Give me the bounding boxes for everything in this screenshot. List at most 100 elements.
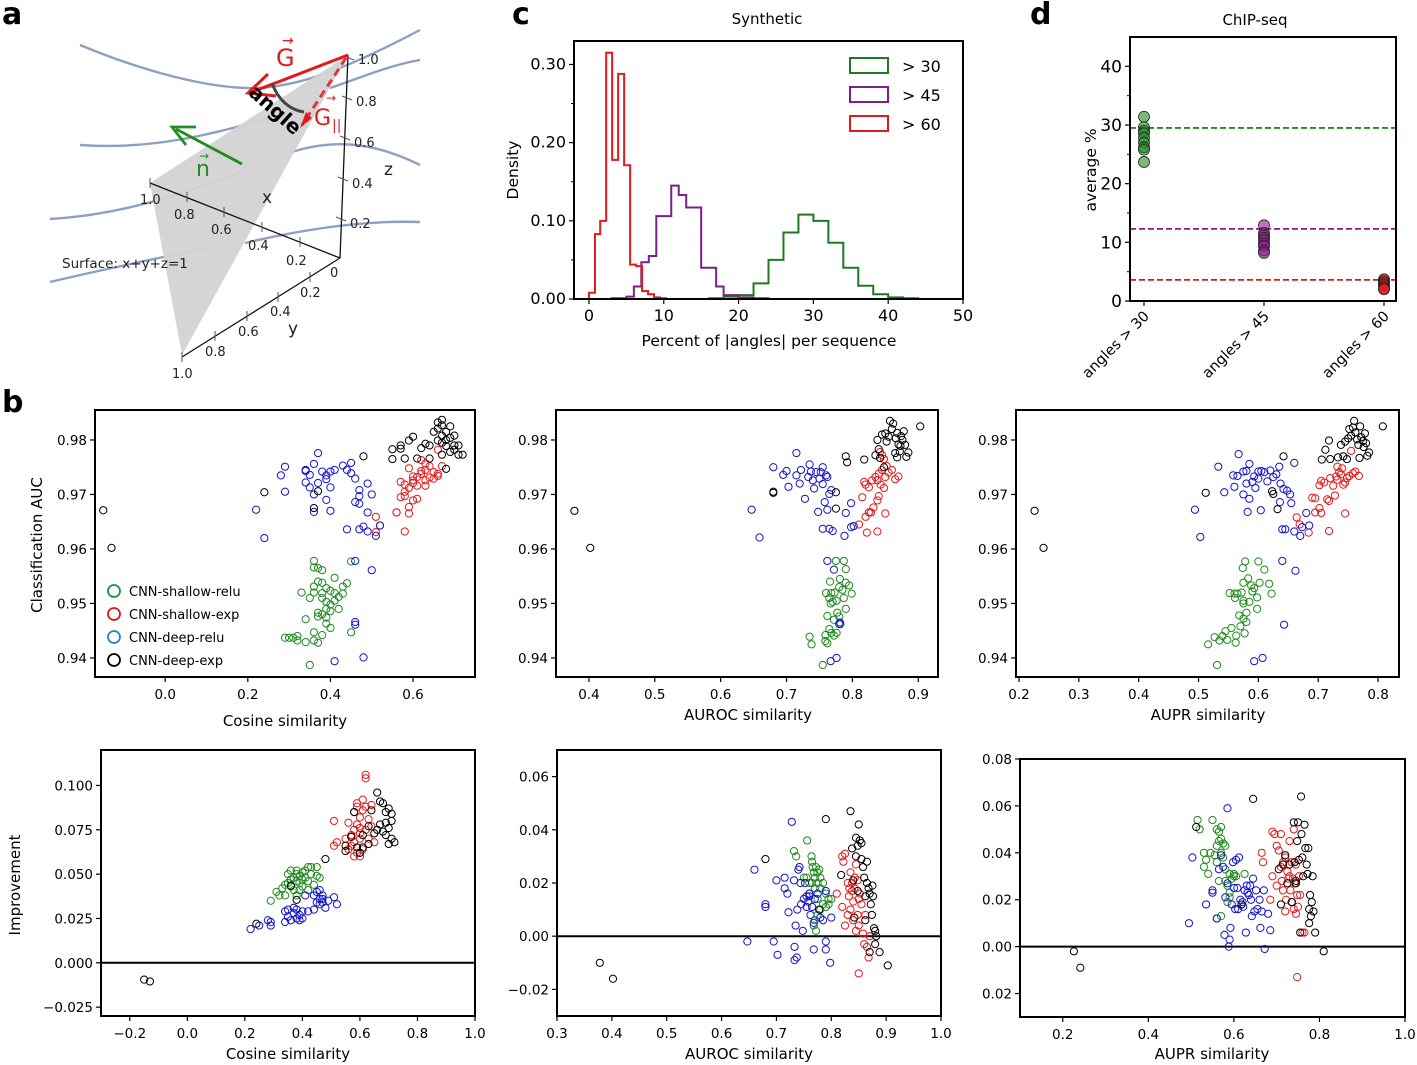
data-point — [1355, 453, 1364, 463]
x-tick-label: 1.0 — [930, 1026, 951, 1042]
legend-label: > 30 — [902, 57, 941, 76]
data-point — [864, 953, 873, 962]
data-point — [826, 958, 835, 967]
data-point — [773, 950, 782, 959]
legend-item: CNN-shallow-relu — [107, 584, 241, 600]
data-point — [874, 445, 883, 454]
data-point — [1268, 872, 1277, 881]
x-axis-label: Cosine similarity — [223, 712, 347, 730]
data-point — [807, 852, 816, 861]
data-point — [318, 566, 327, 575]
data-point — [835, 618, 844, 627]
data-point — [1234, 853, 1244, 862]
data-point — [1290, 458, 1299, 467]
scatter-auroc-improvement: 0.3 0.4 0.5 0.6 0.7 0.8 0.9 1.0 −0.02 0.00 0.02 0.0… — [508, 749, 952, 1063]
data-point — [1275, 462, 1284, 471]
data-point — [902, 452, 911, 461]
data-point — [820, 497, 829, 507]
data-point — [1246, 881, 1255, 890]
data-point — [421, 439, 430, 448]
data-point — [793, 905, 802, 914]
x-tick-label: 0.2 — [286, 254, 307, 269]
data-point — [313, 487, 323, 496]
y-tick-label: 30 — [1100, 116, 1122, 136]
panel-c-label: c — [512, 0, 530, 32]
data-point — [334, 604, 343, 613]
data-point — [792, 852, 801, 861]
data-point — [371, 527, 380, 537]
data-point — [831, 488, 841, 497]
data-point — [1311, 494, 1320, 503]
histogram-series-30 — [707, 213, 920, 300]
y-tick-label: −0.025 — [43, 1000, 93, 1016]
data-point — [882, 437, 891, 446]
data-point — [1247, 581, 1256, 590]
data-point — [1229, 869, 1238, 879]
data-point — [359, 522, 368, 531]
data-point — [458, 450, 467, 459]
data-point — [1201, 488, 1210, 497]
plot-frame — [1015, 409, 1400, 678]
x-tick-label: 0.3 — [546, 1026, 567, 1042]
data-point — [784, 482, 793, 491]
data-point — [1196, 532, 1205, 542]
x-tick-label: 0.4 — [320, 687, 341, 703]
data-point — [332, 838, 342, 847]
plot-area: 0 10 20 30 40 50 0.00 0.10 0.20 0.30 > 30 > 45 > 60 — [530, 40, 973, 325]
data-point — [849, 521, 858, 531]
y-tick-label: 0.025 — [54, 911, 93, 927]
data-point — [1208, 815, 1217, 825]
data-point — [1201, 900, 1211, 909]
data-point — [1225, 935, 1234, 944]
vector-arrow-glyph: → — [199, 149, 209, 163]
y-tick-label: 0.050 — [54, 867, 93, 883]
data-point — [1203, 640, 1213, 649]
data-point — [1208, 888, 1217, 897]
y-tick-label: 0.96 — [978, 542, 1008, 558]
data-point — [1308, 493, 1317, 502]
data-point — [1291, 909, 1301, 918]
x-tick-label: 50 — [953, 306, 973, 325]
data-point — [351, 620, 360, 629]
data-point — [805, 878, 814, 888]
data-point — [1342, 474, 1352, 483]
data-point — [780, 884, 789, 893]
data-point — [813, 889, 822, 898]
data-point — [260, 488, 269, 497]
data-point — [400, 487, 409, 496]
data-point — [815, 905, 824, 914]
x-tick-label: 0.5 — [656, 1026, 677, 1042]
data-point — [883, 961, 892, 970]
panel-b-label: b — [2, 385, 24, 420]
y-tick-label: 0 — [1111, 292, 1122, 312]
data-point — [425, 441, 434, 450]
data-point — [841, 604, 850, 613]
data-point — [1231, 638, 1240, 647]
data-point — [821, 886, 830, 896]
data-point — [1259, 886, 1268, 895]
data-point — [1315, 481, 1324, 490]
data-point — [322, 604, 331, 613]
data-point — [404, 464, 414, 473]
data-point — [304, 862, 313, 872]
data-point — [351, 617, 360, 627]
data-point — [321, 854, 330, 864]
data-point — [1193, 815, 1202, 825]
data-point — [1236, 895, 1245, 904]
y-tick-label: 0.10 — [530, 211, 566, 230]
x-axis-label: AUROC similarity — [685, 1045, 813, 1063]
data-point — [309, 563, 319, 572]
data-point — [1300, 820, 1309, 829]
data-point — [802, 892, 811, 901]
contour-line — [291, 142, 421, 167]
data-point — [313, 638, 323, 647]
data-point — [1221, 841, 1230, 850]
x-tick-label: 0.6 — [710, 687, 731, 703]
data-point — [370, 838, 379, 847]
data-point — [355, 486, 364, 495]
y-tick-label: 0.02 — [519, 876, 549, 892]
data-point — [898, 435, 907, 445]
data-point — [1230, 482, 1239, 491]
data-point — [821, 937, 830, 946]
data-point — [450, 445, 459, 454]
